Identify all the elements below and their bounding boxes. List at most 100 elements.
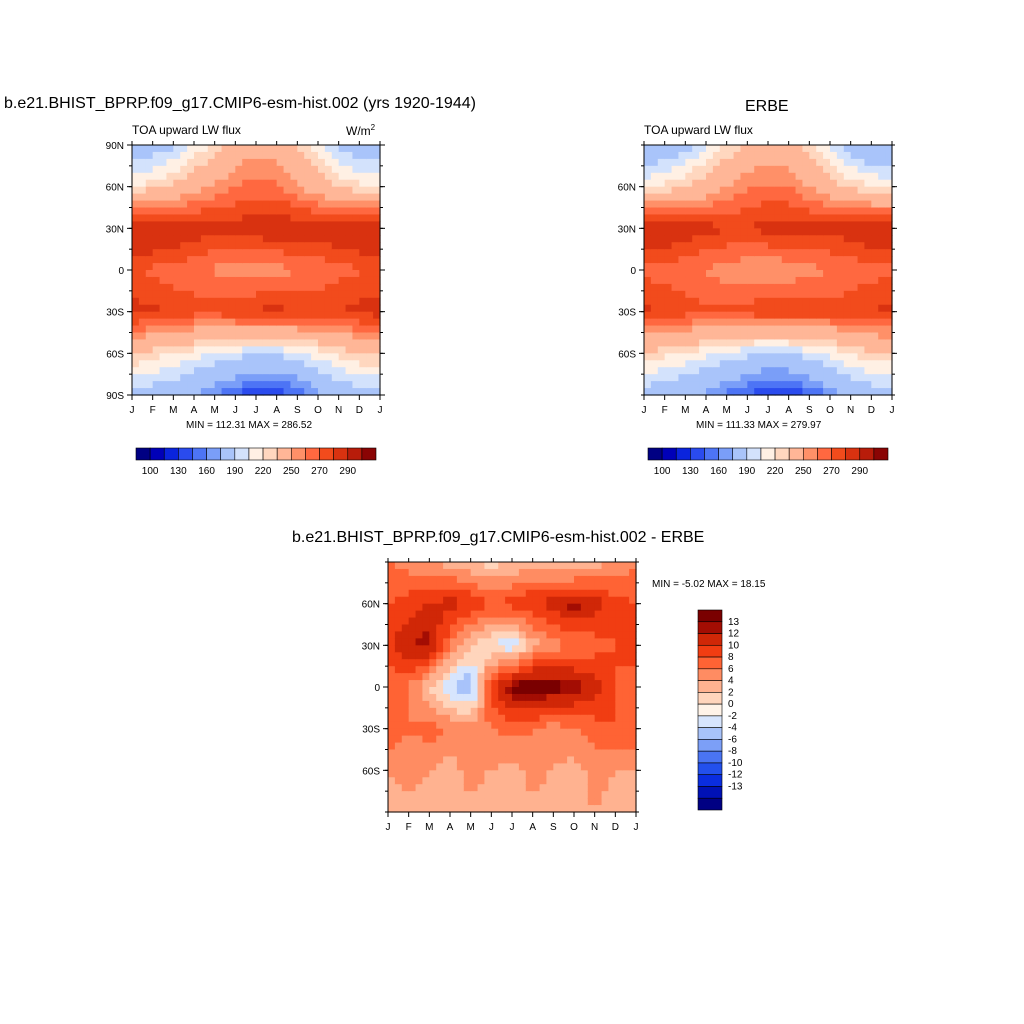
heatmap-cell xyxy=(594,700,603,709)
heatmap-cell xyxy=(283,325,292,334)
heatmap-cell xyxy=(345,172,354,181)
heatmap-cell xyxy=(871,242,879,250)
heatmap-cell xyxy=(269,214,278,222)
heatmap-cell xyxy=(733,172,742,181)
heatmap-cell xyxy=(726,179,735,188)
heatmap-cell xyxy=(318,235,326,243)
heatmap-cell xyxy=(809,339,817,347)
heatmap-cell xyxy=(706,151,714,160)
heatmap-cell xyxy=(297,353,305,361)
heatmap-cell xyxy=(692,221,700,229)
heatmap-cell xyxy=(795,318,804,327)
heatmap-cell xyxy=(345,165,354,174)
heatmap-cell xyxy=(352,270,360,278)
heatmap-cell xyxy=(546,805,554,813)
heatmap-cell xyxy=(574,562,582,570)
heatmap-cell xyxy=(740,179,748,188)
heatmap-cell xyxy=(388,562,396,570)
heatmap-cell xyxy=(235,193,243,202)
heatmap-cell xyxy=(373,290,381,299)
heatmap-cell xyxy=(324,158,333,167)
heatmap-cell xyxy=(463,631,472,639)
heatmap-cell xyxy=(816,276,824,285)
heatmap-cell xyxy=(145,276,154,285)
heatmap-cell xyxy=(450,735,458,744)
heatmap-cell xyxy=(256,374,264,382)
heatmap-cell xyxy=(754,346,762,354)
heatmap-cell xyxy=(152,242,161,250)
heatmap-cell xyxy=(567,568,575,577)
heatmap-cell xyxy=(608,568,616,577)
heatmap-cell xyxy=(733,200,742,209)
colorbar-1-swatch xyxy=(135,447,151,461)
heatmap-cell xyxy=(269,151,278,160)
heatmap-cell xyxy=(629,575,637,584)
heatmap-cell xyxy=(671,332,680,341)
heatmap-cell xyxy=(781,318,790,327)
heatmap-cell xyxy=(443,735,451,744)
heatmap-cell xyxy=(394,582,403,591)
heatmap-cell xyxy=(560,735,568,744)
heatmap-cell xyxy=(159,318,168,327)
heatmap-cell xyxy=(761,270,769,278)
heatmap-cell xyxy=(235,290,243,299)
heatmap-cell xyxy=(864,242,872,250)
heatmap-cell xyxy=(864,263,872,271)
heatmap-cell xyxy=(781,242,790,250)
heatmap-cell xyxy=(850,235,859,243)
heatmap-cell xyxy=(318,290,326,299)
heatmap-cell xyxy=(194,339,202,347)
heatmap-cell xyxy=(311,200,319,209)
heatmap-cell xyxy=(622,673,630,681)
heatmap-cell xyxy=(359,339,367,347)
heatmap-cell xyxy=(816,353,824,361)
heatmap-cell xyxy=(359,318,367,327)
heatmap-cell xyxy=(532,659,541,667)
heatmap-cell xyxy=(644,145,652,153)
heatmap-cell xyxy=(857,242,866,250)
panel3-minmax: MIN = -5.02 MAX = 18.15 xyxy=(652,579,766,590)
heatmap-cell xyxy=(864,172,872,181)
colorbar-1-label: 130 xyxy=(170,466,187,477)
heatmap-cell xyxy=(802,318,810,327)
heatmap-cell xyxy=(311,172,319,181)
heatmap-cell xyxy=(394,589,403,598)
heatmap-cell xyxy=(754,270,762,278)
heatmap-cell xyxy=(477,617,486,626)
heatmap-cell xyxy=(173,367,181,375)
colorbar-3-swatch xyxy=(697,786,723,799)
heatmap-cell xyxy=(726,276,735,285)
heatmap-cell xyxy=(200,235,209,243)
heatmap-cell xyxy=(816,228,824,236)
heatmap-cell xyxy=(809,235,817,243)
heatmap-cell xyxy=(650,367,659,375)
heatmap-cell xyxy=(836,235,845,243)
heatmap-cell xyxy=(228,165,236,174)
heatmap-cell xyxy=(366,276,374,285)
heatmap-cell xyxy=(615,582,623,591)
heatmap-cell xyxy=(857,145,866,153)
heatmap-cell xyxy=(304,242,312,250)
heatmap-cell xyxy=(318,374,326,382)
heatmap-cell xyxy=(644,214,652,222)
heatmap-cell xyxy=(532,749,541,758)
heatmap-cell xyxy=(774,158,783,167)
heatmap-cell xyxy=(207,242,216,250)
colorbar-3-swatch xyxy=(697,739,723,752)
heatmap-cell xyxy=(401,721,410,730)
heatmap-cell xyxy=(553,791,561,799)
heatmap-cell xyxy=(699,193,707,202)
month-tick-label: J xyxy=(254,405,259,416)
heatmap-cell xyxy=(145,325,154,334)
heatmap-cell xyxy=(187,179,195,188)
heatmap-cell xyxy=(166,325,174,334)
heatmap-cell xyxy=(685,325,693,334)
heatmap-cell xyxy=(843,374,852,382)
heatmap-cell xyxy=(415,756,424,764)
heatmap-cell xyxy=(269,367,278,375)
heatmap-cell xyxy=(450,707,458,716)
heatmap-cell xyxy=(726,339,735,347)
heatmap-cell xyxy=(553,728,561,737)
heatmap-cell xyxy=(159,179,168,188)
heatmap-cell xyxy=(304,346,312,354)
